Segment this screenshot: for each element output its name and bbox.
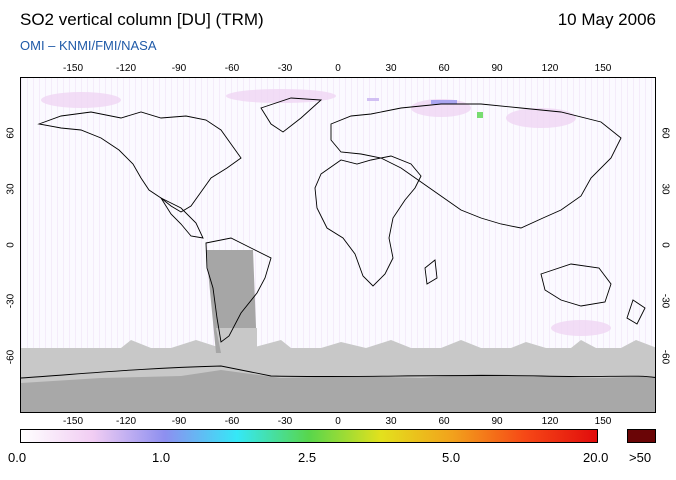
lon-tick-top: -90 [171,63,187,74]
lat-tick-left: -60 [5,349,17,365]
lon-tick-bottom: 150 [594,416,612,427]
lon-tick-top: 150 [594,63,612,74]
lat-tick-left: 0 [5,242,17,248]
lon-tick-bottom: 90 [491,416,503,427]
lon-tick-top: 30 [385,63,397,74]
colorbar-label: 1.0 [152,450,171,465]
lat-tick-right: -30 [659,293,671,309]
colorbar-label: 2.5 [298,450,317,465]
lon-tick-bottom: 60 [438,416,450,427]
map-date: 10 May 2006 [557,10,656,29]
lat-tick-right: 60 [659,127,671,139]
colorbar-label: >50 [629,450,652,465]
lon-tick-bottom: -30 [277,416,293,427]
lon-tick-top: 120 [541,63,559,74]
lon-tick-bottom: -90 [171,416,187,427]
lon-tick-bottom: 120 [541,416,559,427]
map-canvas [21,78,655,412]
antarctic-region [21,370,655,412]
lon-tick-top: -60 [224,63,240,74]
lon-tick-bottom: -150 [62,416,84,427]
colorbar-label: 5.0 [442,450,461,465]
lon-tick-bottom: 0 [335,416,341,427]
lon-tick-bottom: 30 [385,416,397,427]
lon-tick-bottom: -60 [224,416,240,427]
colorbar-label: 20.0 [583,450,609,465]
so2-hotspots [367,98,483,118]
lon-tick-bottom: -120 [115,416,137,427]
lon-tick-top: -150 [62,63,84,74]
lat-tick-left: 60 [5,127,17,139]
lon-tick-top: 90 [491,63,503,74]
lat-tick-right: 30 [659,183,671,195]
lon-tick-top: -120 [115,63,137,74]
map-title: SO2 vertical column [DU] (TRM) [20,10,264,29]
lat-tick-right: 0 [659,242,671,248]
lon-tick-top: 0 [335,63,341,74]
world-map[interactable] [20,77,656,413]
colorbar-label: 0.0 [8,450,27,465]
lat-tick-left: 30 [5,183,17,195]
lon-tick-top: 60 [438,63,450,74]
saa-mask-lower [216,328,257,353]
data-credit: OMI – KNMI/FMI/NASA [20,38,157,53]
lat-tick-right: -60 [659,349,671,365]
lat-tick-left: -30 [5,293,17,309]
colorbar-overflow-swatch [627,429,656,443]
colorbar [20,429,598,443]
lon-tick-top: -30 [277,63,293,74]
coastlines [21,97,655,379]
